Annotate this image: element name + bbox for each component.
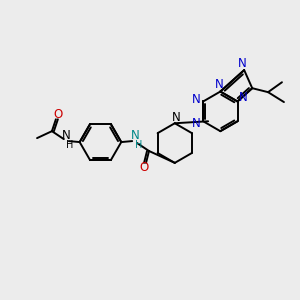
Text: O: O (53, 108, 62, 121)
Text: N: N (192, 117, 201, 130)
Text: N: N (61, 129, 70, 142)
Text: O: O (140, 161, 149, 174)
Text: H: H (135, 140, 143, 150)
Text: N: N (239, 91, 248, 104)
Text: H: H (66, 140, 74, 150)
Text: N: N (238, 57, 247, 70)
Text: N: N (192, 93, 201, 106)
Text: N: N (131, 129, 140, 142)
Text: N: N (171, 111, 180, 124)
Text: N: N (215, 78, 224, 91)
